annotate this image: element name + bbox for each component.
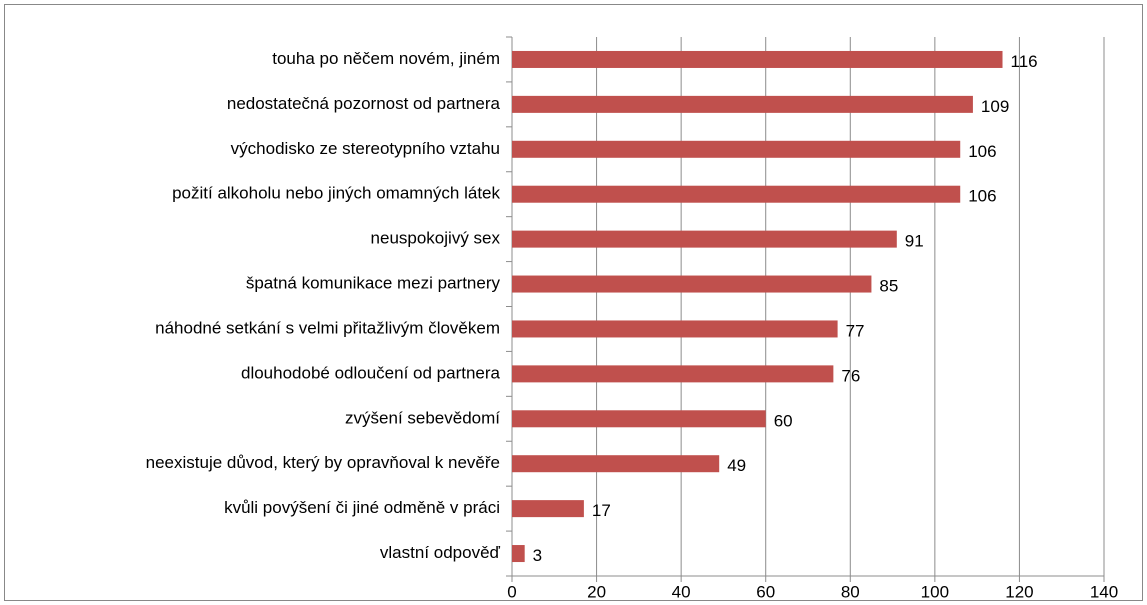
bar: [512, 230, 897, 248]
x-tick-label: 100: [921, 582, 949, 601]
data-label: 85: [879, 277, 898, 296]
x-tick-label: 20: [587, 582, 606, 601]
bar: [512, 275, 872, 293]
data-label: 77: [846, 321, 865, 340]
x-tick-label: 0: [507, 582, 516, 601]
data-label: 17: [592, 501, 611, 520]
data-label: 106: [968, 142, 996, 161]
bar: [512, 50, 1003, 68]
bar: [512, 95, 973, 113]
x-tick-label: 60: [756, 582, 775, 601]
data-label: 3: [533, 546, 542, 565]
y-tick-label: špatná komunikace mezi partnery: [246, 274, 501, 293]
data-label: 76: [841, 366, 860, 385]
bar: [512, 140, 961, 158]
data-label: 109: [981, 97, 1009, 116]
data-label: 60: [774, 411, 793, 430]
x-tick-label: 80: [841, 582, 860, 601]
x-tick-label: 120: [1005, 582, 1033, 601]
y-tick-label: nedostatečná pozornost od partnera: [227, 94, 501, 113]
bar: [512, 410, 766, 428]
bar: [512, 545, 525, 563]
y-tick-label: touha po něčem novém, jiném: [272, 49, 500, 68]
y-tick-label: neexistuje důvod, který by opravňoval k …: [146, 453, 500, 472]
y-tick-label: dlouhodobé odloučení od partnera: [241, 363, 501, 382]
x-tick-label: 140: [1090, 582, 1118, 601]
y-tick-label: neuspokojivý sex: [371, 229, 501, 248]
data-label: 106: [968, 187, 996, 206]
y-tick-label: východisko ze stereotypního vztahu: [231, 139, 500, 158]
x-tick-label: 40: [672, 582, 691, 601]
y-tick-label: vlastní odpověď: [380, 543, 501, 562]
y-tick-label: zvýšení sebevědomí: [345, 408, 500, 427]
data-label: 116: [1011, 52, 1038, 71]
bar: [512, 365, 834, 383]
bar: [512, 320, 838, 338]
bar: [512, 500, 584, 518]
bar: [512, 185, 961, 203]
y-tick-label: náhodné setkání s velmi přitažlivým člov…: [155, 318, 500, 337]
y-tick-label: požití alkoholu nebo jiných omamných lát…: [172, 184, 500, 203]
y-tick-label: kvůli povýšení či jiné odměně v práci: [224, 498, 500, 517]
bar: [512, 455, 720, 473]
data-label: 49: [727, 456, 746, 475]
data-label: 91: [905, 232, 924, 251]
